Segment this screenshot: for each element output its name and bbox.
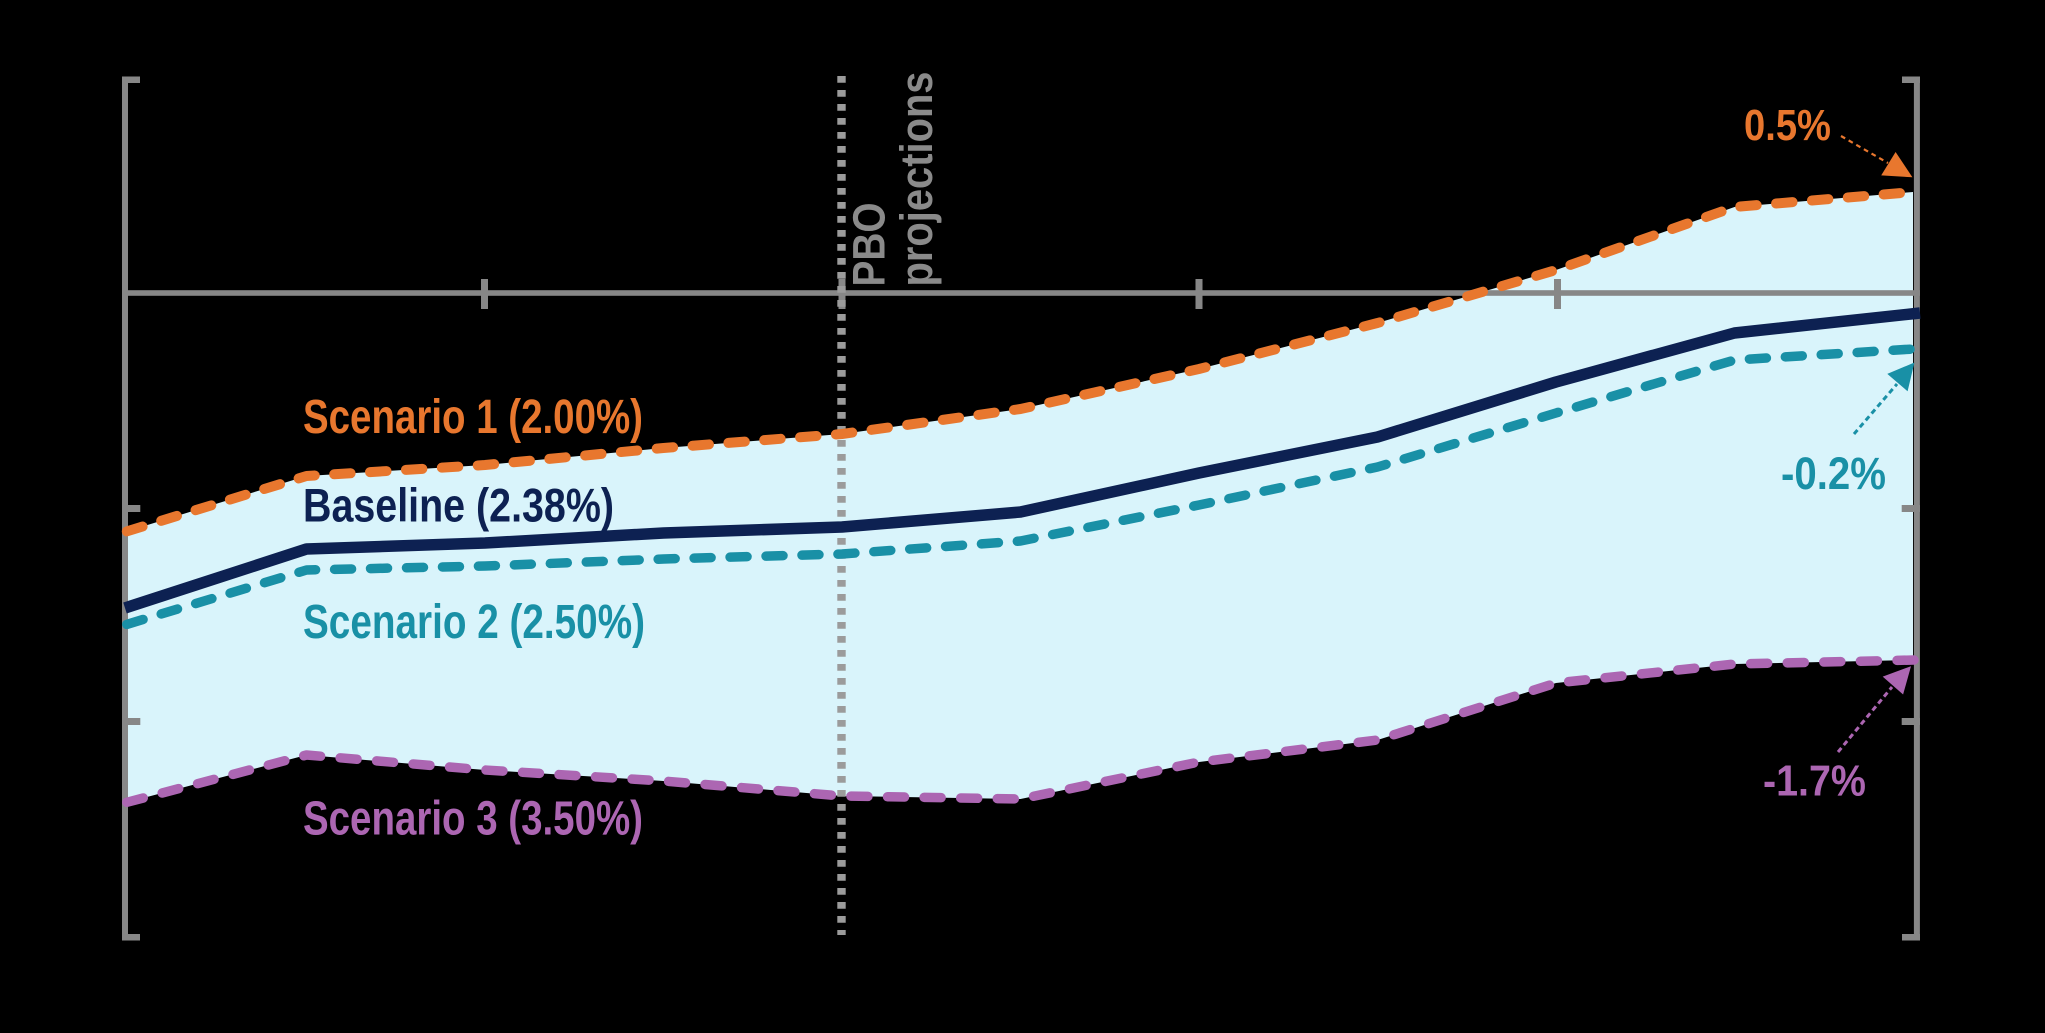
svg-text:Scenario 3 (3.50%): Scenario 3 (3.50%) (303, 793, 643, 846)
svg-text:Baseline (2.38%): Baseline (2.38%) (303, 479, 614, 532)
svg-text:-1.7%: -1.7% (1763, 757, 1866, 806)
svg-text:PBO: PBO (844, 203, 895, 287)
svg-text:-0.2%: -0.2% (1781, 448, 1886, 499)
svg-text:0.5%: 0.5% (1744, 101, 1831, 150)
svg-text:projections: projections (891, 72, 942, 287)
svg-text:Scenario 1 (2.00%): Scenario 1 (2.00%) (303, 391, 643, 444)
svg-text:Scenario 2 (2.50%): Scenario 2 (2.50%) (303, 596, 645, 649)
